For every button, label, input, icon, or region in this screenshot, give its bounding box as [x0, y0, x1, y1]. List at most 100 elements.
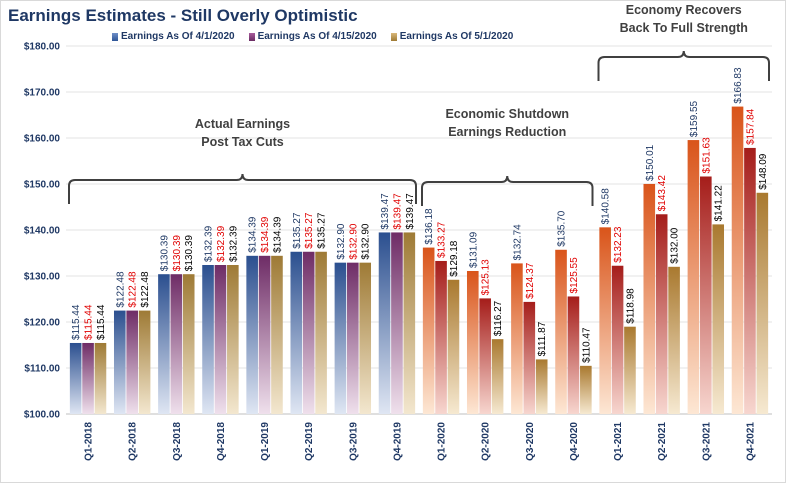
data-label-series-1: $131.09: [468, 231, 479, 268]
legend-item-series-3: Earnings As Of 5/1/2020: [390, 31, 514, 42]
x-tick-label: Q4-2019: [392, 422, 403, 461]
data-label-series-3: $141.22: [714, 185, 725, 222]
data-label-series-3: $148.09: [758, 153, 769, 190]
bar-series-2: [391, 232, 403, 414]
bar-series-1: [246, 255, 258, 414]
data-label-series-3: $132.39: [228, 225, 239, 262]
data-label-series-1: $166.83: [733, 67, 744, 104]
x-tick-label: Q4-2018: [216, 422, 227, 461]
bar-series-3: [182, 274, 195, 414]
annotation-brace: [68, 173, 417, 204]
x-tick-label: Q1-2018: [84, 422, 95, 461]
data-label-series-2: $125.13: [481, 259, 492, 296]
x-tick-label: Q3-2021: [701, 422, 712, 461]
bar-series-3: [271, 255, 283, 414]
y-tick-label: $120.00: [24, 318, 61, 329]
data-label-series-3: $135.27: [317, 212, 328, 249]
y-tick-label: $130.00: [24, 272, 61, 283]
bar-series-3: [668, 266, 680, 414]
legend-swatch-series-1: [112, 32, 118, 41]
bar-series-1: [69, 342, 82, 414]
x-tick-label: Q1-2019: [260, 422, 271, 461]
x-tick-label: Q4-2020: [569, 422, 580, 461]
legend-label-series-3: Earnings As Of 5/1/2020: [399, 31, 514, 42]
y-tick-label: $140.00: [24, 226, 61, 237]
data-label-series-2: $157.84: [745, 108, 756, 145]
data-label-series-1: $159.55: [689, 100, 700, 137]
data-label-series-2: $132.39: [216, 225, 227, 262]
legend-swatch-series-3: [390, 32, 397, 41]
bar-series-2: [523, 301, 536, 414]
data-label-series-2: $115.44: [84, 304, 95, 340]
data-label-series-1: $134.39: [248, 216, 259, 253]
data-label-series-3: $118.98: [625, 288, 636, 324]
bar-series-1: [422, 247, 435, 414]
bar-series-1: [466, 270, 479, 414]
bar-series-2: [700, 176, 712, 414]
data-label-series-1: $130.39: [159, 235, 170, 272]
data-label-series-1: $139.47: [380, 193, 391, 230]
bar-series-1: [643, 183, 656, 414]
data-label-series-3: $116.27: [493, 300, 504, 336]
data-label-series-2: $130.39: [172, 235, 183, 272]
data-label-series-1: $140.58: [601, 188, 612, 225]
bar-series-3: [535, 359, 548, 414]
bar-series-2: [126, 310, 138, 414]
bar-series-2: [744, 147, 756, 414]
x-tick-label: Q2-2018: [128, 422, 139, 461]
bar-series-1: [334, 262, 347, 414]
data-label-series-2: $135.27: [304, 212, 315, 249]
bar-series-3: [580, 365, 592, 414]
bar-series-3: [491, 339, 504, 414]
x-tick-label: Q1-2020: [437, 422, 448, 461]
bar-series-2: [258, 255, 271, 414]
data-label-series-1: $136.18: [424, 208, 435, 245]
data-label-series-1: $135.27: [292, 212, 303, 249]
y-tick-label: $150.00: [24, 180, 61, 191]
annotation-brace: [421, 175, 594, 206]
bar-series-3: [756, 192, 769, 414]
annotation-text: Post Tax Cuts: [201, 135, 283, 149]
data-label-series-3: $132.90: [361, 223, 372, 260]
annotation-text: Earnings Reduction: [448, 125, 566, 139]
bar-series-1: [599, 227, 611, 414]
bar-series-2: [435, 260, 447, 414]
bar-series-2: [655, 214, 668, 414]
bar-series-2: [347, 262, 359, 414]
bar-series-3: [315, 251, 327, 414]
bar-series-1: [158, 274, 170, 414]
bar-series-3: [359, 262, 372, 414]
bar-series-3: [138, 310, 151, 414]
annotation-text: Actual Earnings: [195, 117, 290, 131]
data-label-series-2: $125.55: [569, 257, 580, 294]
data-label-series-1: $122.48: [115, 271, 126, 308]
legend-item-series-2: Earnings As Of 4/15/2020: [248, 31, 377, 42]
data-label-series-3: $134.39: [272, 216, 283, 253]
legend-item-series-1: Earnings As Of 4/1/2020: [112, 31, 235, 42]
y-tick-label: $180.00: [24, 42, 61, 53]
data-label-series-2: $122.48: [128, 271, 139, 308]
bar-series-3: [94, 342, 107, 414]
data-label-series-2: $124.37: [525, 262, 536, 299]
y-tick-label: $100.00: [24, 410, 61, 421]
data-label-series-3: $139.47: [405, 193, 416, 230]
bar-series-2: [170, 274, 183, 414]
bar-series-1: [555, 249, 567, 414]
y-tick-label: $170.00: [24, 88, 61, 99]
bar-series-1: [113, 310, 126, 414]
data-label-series-3: $130.39: [184, 235, 195, 272]
y-tick-label: $160.00: [24, 134, 61, 145]
annotation-brace: [597, 50, 770, 81]
y-tick-label: $110.00: [24, 364, 60, 375]
bar-series-3: [712, 224, 725, 414]
x-tick-label: Q2-2020: [481, 422, 492, 461]
data-label-series-3: $111.87: [537, 321, 548, 356]
data-label-series-2: $139.47: [392, 193, 403, 230]
x-tick-label: Q3-2020: [525, 422, 536, 461]
annotation-text: Economy Recovers: [626, 3, 742, 17]
data-label-series-1: $132.39: [204, 225, 215, 262]
data-label-series-2: $134.39: [260, 216, 271, 253]
chart-title: Earnings Estimates - Still Overly Optimi…: [8, 6, 358, 25]
data-label-series-2: $143.42: [657, 175, 668, 212]
